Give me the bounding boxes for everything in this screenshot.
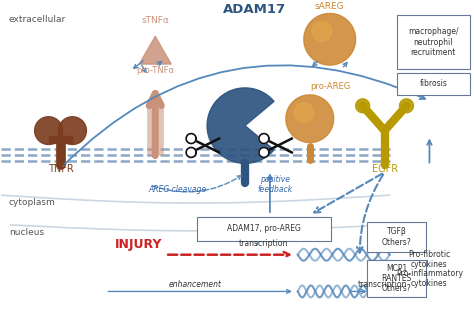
Text: extracellular: extracellular (9, 16, 66, 25)
FancyBboxPatch shape (366, 260, 427, 297)
Text: INJURY: INJURY (115, 238, 163, 251)
Polygon shape (259, 147, 269, 157)
Text: EGFR: EGFR (372, 164, 398, 174)
Text: transcription: transcription (358, 281, 407, 290)
Text: Pro-fibrotic
cytokines: Pro-fibrotic cytokines (408, 250, 451, 269)
Text: MCP1
RANTES
Others?: MCP1 RANTES Others? (382, 264, 411, 294)
Polygon shape (286, 95, 334, 142)
Polygon shape (186, 147, 196, 157)
Text: enhancement: enhancement (169, 281, 222, 290)
Polygon shape (59, 117, 86, 145)
Text: Pro-inflammatory
cytokines: Pro-inflammatory cytokines (396, 269, 463, 288)
Text: macrophage/
neutrophil
recruitment: macrophage/ neutrophil recruitment (408, 27, 459, 57)
Text: transcription: transcription (239, 239, 289, 248)
Text: ADAM17: ADAM17 (223, 3, 286, 16)
Text: sTNFα: sTNFα (141, 16, 169, 26)
Polygon shape (312, 21, 332, 41)
Polygon shape (400, 99, 413, 113)
Polygon shape (294, 103, 314, 123)
FancyBboxPatch shape (397, 16, 470, 69)
Polygon shape (35, 117, 63, 145)
Polygon shape (356, 99, 370, 113)
Polygon shape (207, 88, 274, 163)
Text: cytoplasm: cytoplasm (9, 198, 55, 207)
Text: pro-TNFα: pro-TNFα (136, 66, 174, 75)
Polygon shape (186, 134, 196, 143)
Text: fibrosis: fibrosis (419, 79, 447, 88)
Text: pro-AREG: pro-AREG (310, 82, 350, 91)
Polygon shape (259, 134, 269, 143)
Text: AREG cleavage: AREG cleavage (148, 185, 206, 194)
Text: nucleus: nucleus (9, 228, 44, 237)
FancyBboxPatch shape (197, 217, 331, 241)
Polygon shape (304, 13, 356, 65)
Text: positive
feedback: positive feedback (257, 175, 292, 194)
Polygon shape (139, 36, 171, 64)
FancyBboxPatch shape (397, 73, 470, 95)
Text: TGFβ
Others?: TGFβ Others? (382, 227, 411, 247)
Text: TNFR: TNFR (48, 164, 73, 174)
Text: sAREG: sAREG (315, 2, 345, 12)
Text: ADAM17, pro-AREG: ADAM17, pro-AREG (227, 225, 301, 233)
FancyBboxPatch shape (366, 222, 427, 252)
